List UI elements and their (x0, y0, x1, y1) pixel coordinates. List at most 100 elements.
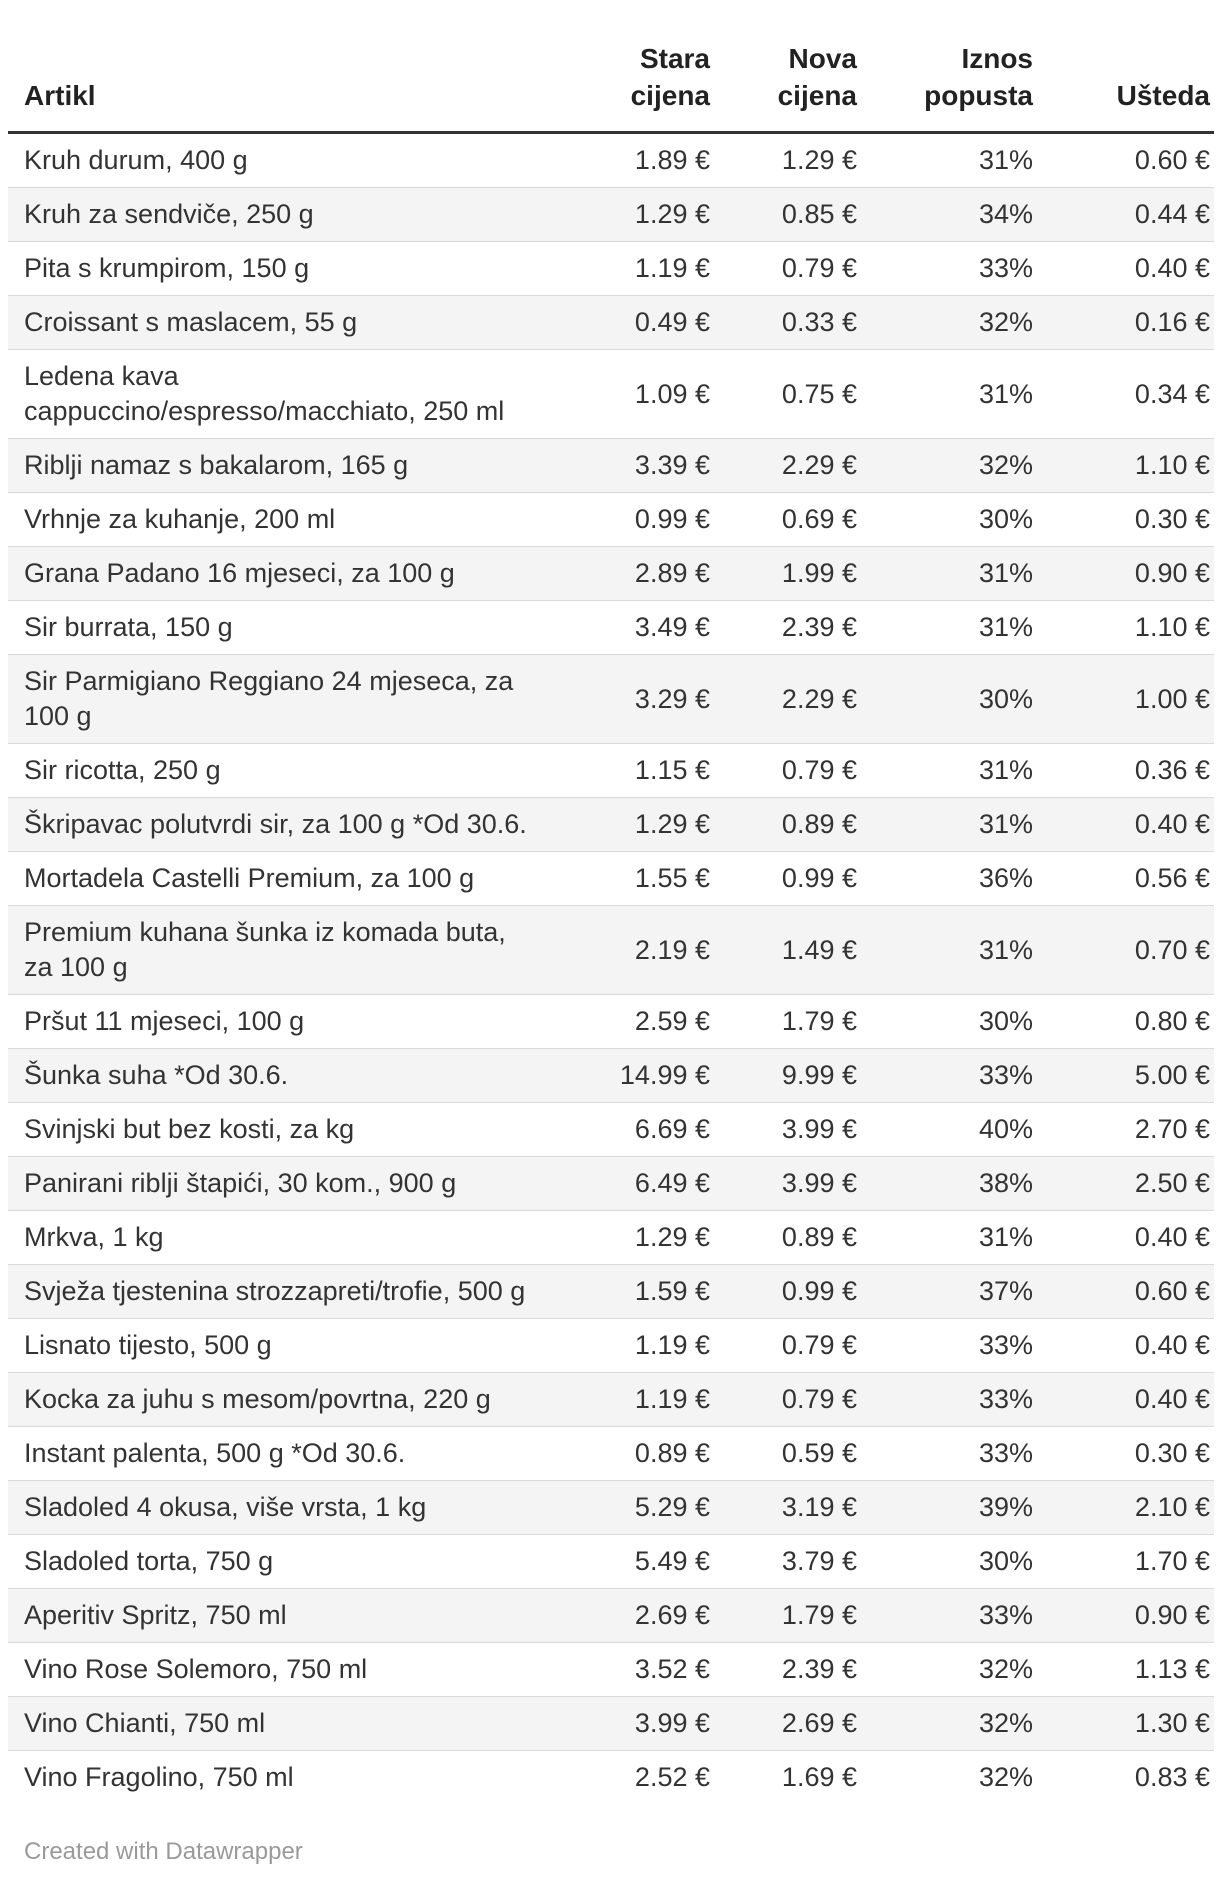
cell-artikl: Riblji namaz s bakalarom, 165 g (24, 450, 409, 480)
table-header: Artikl Stara cijena Nova cijena Iznos po… (8, 0, 1214, 133)
cell-stara-cijena: 3.49 € (634, 612, 710, 642)
cell-nova-cijena: 1.49 € (781, 934, 857, 965)
cell-nova-cijena: 0.99 € (781, 863, 857, 893)
cell-stara-cijena: 1.89 € (634, 145, 710, 175)
cell-stara-cijena: 14.99 € (619, 1060, 710, 1090)
table-row: Škripavac polutvrdi sir, za 100 g *Od 30… (8, 797, 1214, 852)
cell-usteda: 0.40 € (1134, 1222, 1210, 1252)
datawrapper-credit-link[interactable]: Created with Datawrapper (24, 1838, 303, 1865)
cell-usteda: 0.90 € (1134, 558, 1210, 588)
cell-usteda: 1.30 € (1134, 1708, 1210, 1738)
cell-stara-cijena: 2.52 € (634, 1762, 710, 1792)
cell-stara-cijena: 3.29 € (634, 683, 710, 714)
cell-artikl: Ledena kava cappuccino/espresso/macchiat… (24, 361, 505, 426)
cell-iznos-popusta: 33% (978, 1330, 1033, 1360)
table-row: Svinjski but bez kosti, za kg 6.69 € 3.9… (8, 1102, 1214, 1157)
cell-nova-cijena: 0.69 € (781, 504, 857, 534)
table-row: Sladoled torta, 750 g 5.49 € 3.79 € 30% … (8, 1534, 1214, 1589)
table-row: Sladoled 4 okusa, više vrsta, 1 kg 5.29 … (8, 1480, 1214, 1535)
cell-usteda: 1.00 € (1134, 683, 1210, 714)
cell-iznos-popusta: 34% (978, 199, 1033, 229)
cell-artikl: Pršut 11 mjeseci, 100 g (24, 1006, 305, 1036)
table-row: Kruh za sendviče, 250 g 1.29 € 0.85 € 34… (8, 187, 1214, 242)
table-row: Ledena kava cappuccino/espresso/macchiat… (8, 349, 1214, 439)
cell-iznos-popusta: 39% (978, 1492, 1033, 1522)
table-row: Vrhnje za kuhanje, 200 ml 0.99 € 0.69 € … (8, 492, 1214, 547)
cell-stara-cijena: 1.15 € (634, 755, 710, 785)
table-row: Riblji namaz s bakalarom, 165 g 3.39 € 2… (8, 438, 1214, 493)
cell-iznos-popusta: 31% (978, 558, 1033, 588)
table-row: Croissant s maslacem, 55 g 0.49 € 0.33 €… (8, 295, 1214, 350)
cell-artikl: Aperitiv Spritz, 750 ml (24, 1600, 287, 1630)
cell-usteda: 0.16 € (1134, 307, 1210, 337)
cell-usteda: 0.36 € (1134, 755, 1210, 785)
cell-nova-cijena: 0.89 € (781, 809, 857, 839)
cell-stara-cijena: 1.19 € (634, 1384, 710, 1414)
cell-artikl: Vino Rose Solemoro, 750 ml (24, 1654, 368, 1684)
cell-iznos-popusta: 30% (978, 683, 1033, 714)
cell-nova-cijena: 3.79 € (781, 1546, 857, 1576)
table-row: Kocka za juhu s mesom/povrtna, 220 g 1.1… (8, 1372, 1214, 1427)
cell-artikl: Vino Fragolino, 750 ml (24, 1762, 294, 1792)
cell-nova-cijena: 0.89 € (781, 1222, 857, 1252)
cell-stara-cijena: 2.69 € (634, 1600, 710, 1630)
cell-iznos-popusta: 31% (978, 612, 1033, 642)
cell-iznos-popusta: 40% (978, 1114, 1033, 1144)
cell-usteda: 0.83 € (1134, 1762, 1210, 1792)
cell-iznos-popusta: 32% (978, 307, 1033, 337)
price-table: Artikl Stara cijena Nova cijena Iznos po… (8, 0, 1214, 1804)
cell-iznos-popusta: 32% (978, 1708, 1033, 1738)
cell-usteda: 0.56 € (1134, 863, 1210, 893)
cell-artikl: Grana Padano 16 mjeseci, za 100 g (24, 558, 455, 588)
cell-nova-cijena: 0.79 € (781, 1330, 857, 1360)
cell-artikl: Kruh durum, 400 g (24, 145, 248, 175)
col-header-stara-cijena: Stara cijena (630, 43, 710, 111)
cell-usteda: 5.00 € (1134, 1060, 1210, 1090)
col-header-artikl: Artikl (24, 80, 96, 111)
cell-artikl: Mortadela Castelli Premium, za 100 g (24, 863, 475, 893)
table-row: Sir Parmigiano Reggiano 24 mjeseca, za 1… (8, 654, 1214, 744)
cell-nova-cijena: 1.69 € (781, 1762, 857, 1792)
cell-stara-cijena: 1.29 € (634, 1222, 710, 1252)
cell-nova-cijena: 1.79 € (781, 1006, 857, 1036)
cell-artikl: Kocka za juhu s mesom/povrtna, 220 g (24, 1384, 491, 1414)
table-row: Premium kuhana šunka iz komada buta, za … (8, 905, 1214, 995)
cell-iznos-popusta: 31% (978, 145, 1033, 175)
table-row: Vino Chianti, 750 ml 3.99 € 2.69 € 32% 1… (8, 1696, 1214, 1751)
cell-stara-cijena: 2.89 € (634, 558, 710, 588)
col-header-usteda: Ušteda (1116, 80, 1210, 111)
cell-nova-cijena: 3.99 € (781, 1168, 857, 1198)
cell-iznos-popusta: 33% (978, 1438, 1033, 1468)
cell-artikl: Lisnato tijesto, 500 g (24, 1330, 272, 1360)
cell-stara-cijena: 1.09 € (634, 378, 710, 409)
cell-usteda: 0.40 € (1134, 809, 1210, 839)
table-row: Pršut 11 mjeseci, 100 g 2.59 € 1.79 € 30… (8, 994, 1214, 1049)
cell-usteda: 1.10 € (1134, 612, 1210, 642)
cell-usteda: 0.70 € (1134, 934, 1210, 965)
cell-usteda: 1.13 € (1134, 1654, 1210, 1684)
cell-stara-cijena: 0.99 € (634, 504, 710, 534)
cell-nova-cijena: 0.99 € (781, 1276, 857, 1306)
table-row: Sir ricotta, 250 g 1.15 € 0.79 € 31% 0.3… (8, 743, 1214, 798)
cell-nova-cijena: 9.99 € (781, 1060, 857, 1090)
cell-usteda: 0.40 € (1134, 1384, 1210, 1414)
cell-artikl: Croissant s maslacem, 55 g (24, 307, 358, 337)
cell-iznos-popusta: 32% (978, 1762, 1033, 1792)
cell-iznos-popusta: 32% (978, 1654, 1033, 1684)
cell-stara-cijena: 1.29 € (634, 199, 710, 229)
table-row: Vino Fragolino, 750 ml 2.52 € 1.69 € 32%… (8, 1750, 1214, 1805)
cell-artikl: Sladoled 4 okusa, više vrsta, 1 kg (24, 1492, 427, 1522)
col-header-iznos-popusta: Iznos popusta (924, 43, 1033, 111)
cell-artikl: Panirani riblji štapići, 30 kom., 900 g (24, 1168, 457, 1198)
cell-iznos-popusta: 31% (978, 755, 1033, 785)
cell-stara-cijena: 1.59 € (634, 1276, 710, 1306)
cell-artikl: Premium kuhana šunka iz komada buta, za … (24, 917, 506, 982)
col-header-nova-cijena: Nova cijena (777, 43, 857, 111)
cell-nova-cijena: 0.85 € (781, 199, 857, 229)
table-row: Kruh durum, 400 g 1.89 € 1.29 € 31% 0.60… (8, 133, 1214, 188)
cell-nova-cijena: 0.33 € (781, 307, 857, 337)
cell-nova-cijena: 2.39 € (781, 612, 857, 642)
table-row: Vino Rose Solemoro, 750 ml 3.52 € 2.39 €… (8, 1642, 1214, 1697)
cell-iznos-popusta: 31% (978, 1222, 1033, 1252)
cell-usteda: 0.60 € (1134, 145, 1210, 175)
